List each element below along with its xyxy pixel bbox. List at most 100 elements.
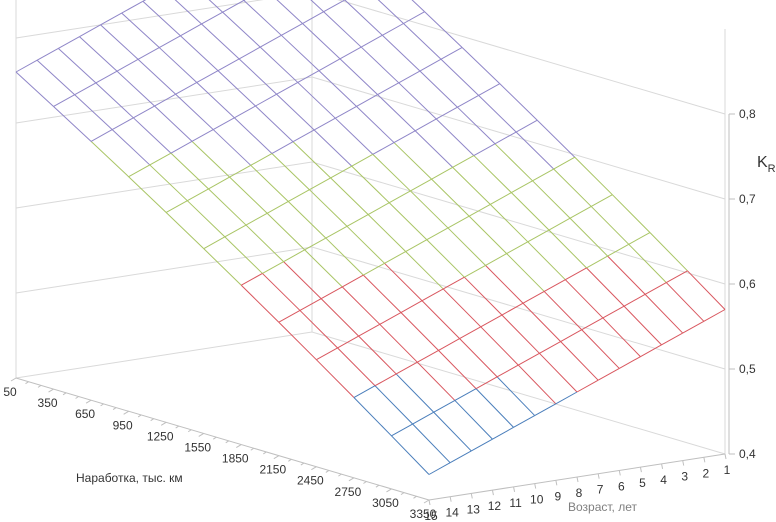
surface-gridline bbox=[310, 0, 325, 13]
surface-gridline bbox=[79, 36, 118, 72]
surface-gridline bbox=[471, 438, 493, 452]
surface-gridline bbox=[276, 81, 299, 95]
surface-gridline bbox=[278, 310, 301, 323]
surface-gridline bbox=[170, 152, 209, 190]
surface-gridline bbox=[457, 106, 496, 145]
surface-gridline bbox=[281, 34, 320, 72]
surface-gridline bbox=[360, 34, 383, 48]
surface-gridline bbox=[452, 155, 475, 168]
surface-gridline bbox=[433, 400, 456, 413]
surface-gridline bbox=[440, 58, 479, 96]
surface-gridline bbox=[15, 59, 38, 73]
surface-gridline bbox=[414, 118, 437, 132]
surface-gridline bbox=[299, 310, 338, 349]
x-minor-tick bbox=[288, 458, 292, 462]
surface-gridline bbox=[431, 178, 470, 217]
surface-gridline bbox=[382, 34, 421, 72]
surface-gridline bbox=[574, 156, 613, 196]
surface-gridline bbox=[15, 71, 54, 107]
surface-gridline bbox=[58, 36, 80, 49]
surface-gridline bbox=[245, 212, 268, 226]
y-tick-label: 1 bbox=[724, 463, 731, 477]
surface-gridline bbox=[142, 0, 181, 37]
surface-gridline bbox=[356, 94, 378, 107]
surface-gridline bbox=[36, 47, 59, 61]
surface-gridline bbox=[339, 58, 378, 95]
surface-gridline bbox=[313, 129, 353, 167]
surface-gridline bbox=[323, 0, 346, 13]
surface-gridline bbox=[494, 131, 517, 145]
surface-gridline bbox=[496, 376, 536, 416]
surface-gridline bbox=[372, 153, 411, 192]
y-tick bbox=[513, 486, 516, 492]
wall-gridline bbox=[15, 161, 726, 285]
surface-gridline bbox=[553, 168, 592, 207]
surface-gridline bbox=[428, 462, 451, 475]
z-axis-title: KR bbox=[757, 154, 776, 175]
surface-gridline bbox=[95, 82, 134, 119]
surface-gridline bbox=[358, 335, 397, 375]
surface-gridline bbox=[539, 341, 561, 354]
x-minor-tick bbox=[300, 462, 305, 466]
surface-gridline bbox=[346, 225, 385, 264]
surface-gridline bbox=[405, 251, 444, 290]
surface-gridline bbox=[337, 347, 376, 387]
surface-gridline bbox=[250, 153, 273, 166]
x-tick-label: 3050 bbox=[372, 496, 399, 510]
surface-gridline bbox=[111, 117, 134, 131]
surface-gridline bbox=[238, 58, 277, 95]
surface-gridline bbox=[454, 388, 477, 401]
surface-gridline bbox=[281, 23, 303, 36]
surface-gridline bbox=[412, 411, 434, 425]
x-tick-label: 950 bbox=[113, 418, 133, 432]
y-tick bbox=[682, 460, 685, 466]
surface-gridline bbox=[400, 312, 439, 351]
surface-gridline bbox=[100, 12, 122, 26]
surface-gridline bbox=[421, 300, 460, 339]
surface-gridline bbox=[288, 189, 310, 202]
surface-gridline bbox=[527, 241, 566, 281]
surface-gridline bbox=[356, 106, 395, 143]
z-tick-label: 0,6 bbox=[739, 277, 756, 291]
x-tick bbox=[123, 410, 129, 415]
surface-gridline bbox=[391, 435, 430, 475]
surface-gridline bbox=[388, 202, 428, 241]
surface-gridline bbox=[395, 373, 435, 413]
surface-gridline bbox=[203, 248, 242, 286]
surface-gridline bbox=[560, 329, 582, 342]
surface-gridline bbox=[628, 243, 667, 283]
surface-gridline bbox=[438, 350, 477, 390]
surface-gridline bbox=[619, 356, 641, 369]
surface-gridline bbox=[271, 141, 294, 154]
surface-gridline bbox=[379, 312, 402, 325]
surface-gridline bbox=[74, 94, 113, 130]
surface-gridline bbox=[461, 47, 501, 84]
surface-gridline bbox=[421, 288, 444, 302]
y-tick bbox=[576, 476, 579, 483]
surface-gridline bbox=[309, 189, 348, 227]
surface-gridline bbox=[363, 262, 385, 276]
surface-gridline bbox=[330, 177, 369, 215]
z-tick-label: 0,8 bbox=[739, 107, 756, 121]
surface-gridline bbox=[374, 373, 397, 387]
surface-gridline bbox=[499, 83, 538, 121]
surface-gridline bbox=[278, 321, 317, 361]
surface-gridline bbox=[644, 294, 684, 334]
surface-gridline bbox=[436, 106, 458, 120]
surface-gridline bbox=[391, 423, 413, 437]
y-tick-label: 14 bbox=[445, 506, 459, 520]
surface-gridline bbox=[597, 367, 620, 381]
x-tick-label: 350 bbox=[38, 396, 58, 410]
wall-gridline bbox=[15, 0, 726, 115]
x-tick-label: 650 bbox=[75, 407, 95, 421]
x-tick-label: 2150 bbox=[259, 463, 286, 477]
surface-gridline bbox=[447, 227, 486, 266]
surface-gridline bbox=[586, 267, 625, 307]
surface-gridline bbox=[180, 35, 219, 72]
surface-gridline bbox=[353, 397, 392, 437]
surface-gridline bbox=[475, 388, 514, 428]
surface-gridline bbox=[395, 361, 418, 375]
surface-gridline bbox=[419, 58, 442, 72]
surface-gridline bbox=[384, 251, 406, 264]
surface-gridline bbox=[411, 0, 425, 13]
